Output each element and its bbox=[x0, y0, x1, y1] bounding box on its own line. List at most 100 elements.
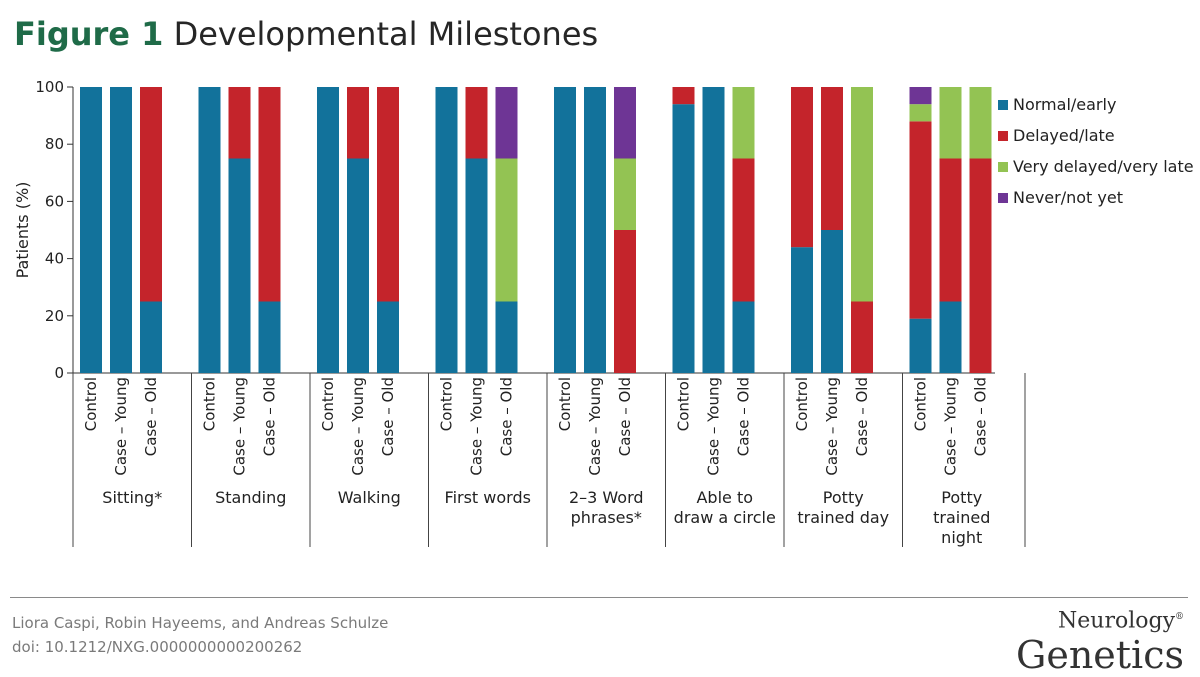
bar-segment-delayed-late bbox=[377, 87, 399, 302]
bar-segment-normal-early bbox=[821, 230, 843, 373]
bar-segment-never-not-yet bbox=[909, 87, 932, 105]
x-category-label: Control bbox=[82, 377, 100, 431]
x-category-label: Case – Old bbox=[735, 377, 753, 456]
y-tick-label: 60 bbox=[45, 192, 64, 210]
author-list: Liora Caspi, Robin Hayeems, and Andreas … bbox=[12, 614, 389, 632]
x-category-label: Control bbox=[438, 377, 456, 431]
bar-segment-normal-early bbox=[317, 87, 339, 373]
bar-segment-normal-early bbox=[435, 87, 458, 373]
x-group-label: Able to bbox=[696, 488, 753, 507]
bar-segment-normal-early bbox=[110, 87, 132, 373]
x-category-label: Case – Young bbox=[586, 377, 604, 476]
legend-swatch bbox=[998, 162, 1008, 172]
footer-divider bbox=[10, 597, 1188, 598]
journal-logo-bottom: Genetics bbox=[1015, 633, 1184, 677]
bar-segment-delayed-late bbox=[465, 87, 488, 159]
bar-segment-delayed-late bbox=[909, 121, 932, 319]
bar-segment-normal-early bbox=[672, 104, 695, 373]
bar-segment-delayed-late bbox=[969, 158, 992, 373]
x-category-label: Case – Young bbox=[349, 377, 367, 476]
bar-segment-never-not-yet bbox=[495, 87, 518, 159]
y-tick-label: 20 bbox=[45, 307, 64, 325]
legend-label: Very delayed/very late bbox=[1013, 157, 1194, 176]
bar-segment-normal-early bbox=[347, 158, 369, 373]
bar-segment-normal-early bbox=[465, 158, 488, 373]
x-category-label: Case – Young bbox=[231, 377, 249, 476]
bar-segment-delayed-late bbox=[258, 87, 281, 302]
legend-swatch bbox=[998, 131, 1008, 141]
bar-segment-very-delayed-very-late bbox=[851, 87, 873, 302]
bar-segment-very-delayed-very-late bbox=[495, 158, 518, 302]
x-category-label: Case – Old bbox=[853, 377, 871, 456]
x-category-label: Case – Young bbox=[468, 377, 486, 476]
x-category-label: Control bbox=[912, 377, 930, 431]
x-category-label: Case – Old bbox=[616, 377, 634, 456]
journal-logo-top: Neurology bbox=[1058, 608, 1175, 634]
bar-segment-very-delayed-very-late bbox=[614, 158, 636, 230]
bar-segment-delayed-late bbox=[851, 301, 873, 373]
bar-segment-normal-early bbox=[495, 301, 518, 373]
y-tick-label: 40 bbox=[45, 250, 64, 268]
bar-segment-normal-early bbox=[939, 301, 962, 373]
bar-segment-normal-early bbox=[584, 87, 606, 373]
x-category-label: Control bbox=[201, 377, 219, 431]
registered-mark: ® bbox=[1175, 612, 1184, 622]
bar-segment-normal-early bbox=[228, 158, 251, 373]
bar-segment-normal-early bbox=[377, 301, 399, 373]
x-group-label: phrases* bbox=[571, 508, 642, 527]
stacked-bar-chart: 0 20 40 60 80 100 Patients (%) Control Case – Yo… bbox=[13, 78, 1194, 547]
bar-segment-delayed-late bbox=[140, 87, 162, 302]
x-group-label: Walking bbox=[338, 488, 401, 507]
bar-segment-normal-early bbox=[732, 301, 755, 373]
x-group-label: Standing bbox=[215, 488, 286, 507]
x-category-label: Control bbox=[675, 377, 693, 431]
bar-segment-never-not-yet bbox=[614, 87, 636, 159]
bar-segment-delayed-late bbox=[228, 87, 251, 159]
legend-swatch bbox=[998, 193, 1008, 203]
x-category-label: Control bbox=[319, 377, 337, 431]
bar-segment-delayed-late bbox=[939, 158, 962, 302]
legend-label: Never/not yet bbox=[1013, 188, 1123, 207]
x-category-label: Case – Young bbox=[823, 377, 841, 476]
x-category-label: Case – Young bbox=[705, 377, 723, 476]
x-group-label: Sitting* bbox=[102, 488, 162, 507]
bar-segment-delayed-late bbox=[614, 230, 636, 373]
legend-label: Delayed/late bbox=[1013, 126, 1115, 145]
y-tick-label: 100 bbox=[35, 78, 64, 96]
x-category-label: Case – Old bbox=[972, 377, 990, 456]
figure-number: Figure 1 bbox=[14, 15, 164, 53]
bar-segment-very-delayed-very-late bbox=[939, 87, 962, 159]
bar-segment-delayed-late bbox=[791, 87, 813, 248]
x-category-label: Case – Old bbox=[498, 377, 516, 456]
bar-segment-very-delayed-very-late bbox=[732, 87, 755, 159]
legend-label: Normal/early bbox=[1013, 95, 1116, 114]
x-group-label: First words bbox=[445, 488, 531, 507]
journal-logo: Neurology® Genetics bbox=[1016, 604, 1184, 676]
x-category-label: Case – Old bbox=[261, 377, 279, 456]
bar-segment-delayed-late bbox=[732, 158, 755, 302]
doi-text: doi: 10.1212/NXG.0000000000200262 bbox=[12, 638, 303, 656]
bar-segment-very-delayed-very-late bbox=[909, 104, 932, 122]
bar-segment-very-delayed-very-late bbox=[969, 87, 992, 159]
x-category-label: Case – Old bbox=[379, 377, 397, 456]
bar-segment-normal-early bbox=[80, 87, 102, 373]
figure-title: Figure 1 Developmental Milestones bbox=[14, 14, 598, 54]
bar-segment-normal-early bbox=[702, 87, 725, 373]
x-group-label: trained bbox=[933, 508, 990, 527]
bar-segment-normal-early bbox=[791, 247, 813, 373]
bar-segment-normal-early bbox=[554, 87, 576, 373]
figure-name: Developmental Milestones bbox=[173, 15, 599, 53]
bar-segment-delayed-late bbox=[672, 87, 695, 105]
bar-segment-normal-early bbox=[909, 318, 932, 373]
bar-segment-normal-early bbox=[140, 301, 162, 373]
bar-segment-delayed-late bbox=[821, 87, 843, 230]
bar-segment-delayed-late bbox=[347, 87, 369, 159]
x-category-label: Control bbox=[793, 377, 811, 431]
y-axis-label: Patients (%) bbox=[13, 182, 32, 279]
y-tick-label: 0 bbox=[54, 364, 64, 382]
x-category-label: Case – Young bbox=[112, 377, 130, 476]
x-group-label: trained day bbox=[797, 508, 889, 527]
x-group-label: Potty bbox=[823, 488, 864, 507]
x-group-label: 2–3 Word bbox=[569, 488, 644, 507]
x-category-label: Case – Old bbox=[142, 377, 160, 456]
